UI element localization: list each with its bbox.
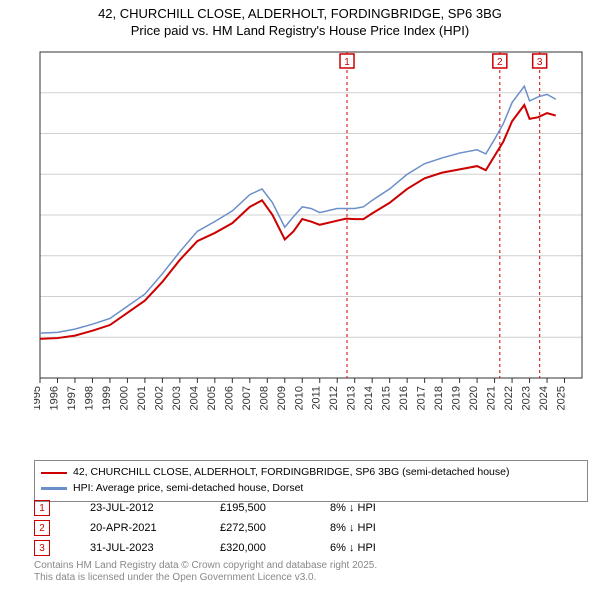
svg-text:2013: 2013 [346, 386, 358, 410]
svg-text:2001: 2001 [136, 386, 148, 410]
svg-text:£350K: £350K [34, 88, 35, 100]
svg-text:2018: 2018 [433, 386, 445, 410]
legend-swatch-price-paid [41, 472, 67, 475]
svg-text:2002: 2002 [153, 386, 165, 410]
svg-text:£50K: £50K [34, 332, 35, 344]
attribution-footer: Contains HM Land Registry data © Crown c… [34, 560, 377, 584]
line-chart-svg: £0£50K£100K£150K£200K£250K£300K£350K£400… [34, 46, 590, 426]
svg-text:2: 2 [497, 57, 503, 68]
chart-container: 42, CHURCHILL CLOSE, ALDERHOLT, FORDINGB… [0, 0, 600, 590]
svg-text:2019: 2019 [451, 386, 463, 410]
legend-swatch-hpi [41, 487, 67, 490]
title-line-1: 42, CHURCHILL CLOSE, ALDERHOLT, FORDINGB… [98, 6, 502, 21]
marker-date-3: 31-JUL-2023 [90, 542, 220, 554]
svg-text:2014: 2014 [363, 386, 375, 410]
footer-line-1: Contains HM Land Registry data © Crown c… [34, 560, 377, 571]
svg-text:2017: 2017 [416, 386, 428, 410]
marker-date-1: 23-JUL-2012 [90, 502, 220, 514]
footer-line-2: This data is licensed under the Open Gov… [34, 572, 316, 583]
svg-text:2023: 2023 [521, 386, 533, 410]
marker-date-2: 20-APR-2021 [90, 522, 220, 534]
marker-badge-3: 3 [34, 540, 50, 556]
svg-text:2025: 2025 [556, 386, 568, 410]
svg-text:£400K: £400K [34, 47, 35, 59]
sale-markers-table: 1 23-JUL-2012 £195,500 8% ↓ HPI 2 20-APR… [34, 498, 430, 558]
legend-item-price-paid: 42, CHURCHILL CLOSE, ALDERHOLT, FORDINGB… [41, 465, 581, 481]
svg-text:1996: 1996 [48, 386, 60, 410]
marker-price-1: £195,500 [220, 502, 330, 514]
legend-label-hpi: HPI: Average price, semi-detached house,… [73, 481, 303, 497]
svg-text:2006: 2006 [223, 386, 235, 410]
marker-price-3: £320,000 [220, 542, 330, 554]
svg-text:2016: 2016 [398, 386, 410, 410]
svg-text:2010: 2010 [293, 386, 305, 410]
marker-badge-1: 1 [34, 500, 50, 516]
svg-text:£300K: £300K [34, 129, 35, 141]
svg-text:3: 3 [537, 57, 543, 68]
marker-delta-1: 8% ↓ HPI [330, 502, 430, 514]
svg-text:2004: 2004 [188, 386, 200, 410]
svg-text:2012: 2012 [328, 386, 340, 410]
marker-delta-3: 6% ↓ HPI [330, 542, 430, 554]
svg-text:2007: 2007 [241, 386, 253, 410]
svg-text:2003: 2003 [171, 386, 183, 410]
svg-text:2022: 2022 [503, 386, 515, 410]
marker-price-2: £272,500 [220, 522, 330, 534]
legend-label-price-paid: 42, CHURCHILL CLOSE, ALDERHOLT, FORDINGB… [73, 465, 509, 481]
chart-title: 42, CHURCHILL CLOSE, ALDERHOLT, FORDINGB… [0, 0, 600, 40]
chart-plot-area: £0£50K£100K£150K£200K£250K£300K£350K£400… [34, 46, 590, 426]
svg-text:£150K: £150K [34, 251, 35, 263]
svg-text:2020: 2020 [468, 386, 480, 410]
marker-badge-2: 2 [34, 520, 50, 536]
svg-text:1: 1 [344, 57, 350, 68]
svg-text:2024: 2024 [538, 386, 550, 410]
svg-text:1998: 1998 [83, 386, 95, 410]
sale-marker-row-3: 3 31-JUL-2023 £320,000 6% ↓ HPI [34, 538, 430, 558]
marker-delta-2: 8% ↓ HPI [330, 522, 430, 534]
svg-text:£250K: £250K [34, 169, 35, 181]
svg-text:1999: 1999 [101, 386, 113, 410]
legend-item-hpi: HPI: Average price, semi-detached house,… [41, 481, 581, 497]
svg-text:1995: 1995 [34, 386, 43, 410]
svg-text:2008: 2008 [258, 386, 270, 410]
svg-text:2015: 2015 [381, 386, 393, 410]
svg-text:1997: 1997 [66, 386, 78, 410]
svg-text:2005: 2005 [206, 386, 218, 410]
svg-text:2009: 2009 [276, 386, 288, 410]
svg-text:£100K: £100K [34, 292, 35, 304]
legend: 42, CHURCHILL CLOSE, ALDERHOLT, FORDINGB… [34, 460, 588, 502]
title-line-2: Price paid vs. HM Land Registry's House … [131, 23, 469, 38]
svg-text:£200K: £200K [34, 210, 35, 222]
svg-text:2021: 2021 [486, 386, 498, 410]
sale-marker-row-2: 2 20-APR-2021 £272,500 8% ↓ HPI [34, 518, 430, 538]
svg-text:2000: 2000 [118, 386, 130, 410]
svg-text:2011: 2011 [311, 386, 323, 410]
sale-marker-row-1: 1 23-JUL-2012 £195,500 8% ↓ HPI [34, 498, 430, 518]
